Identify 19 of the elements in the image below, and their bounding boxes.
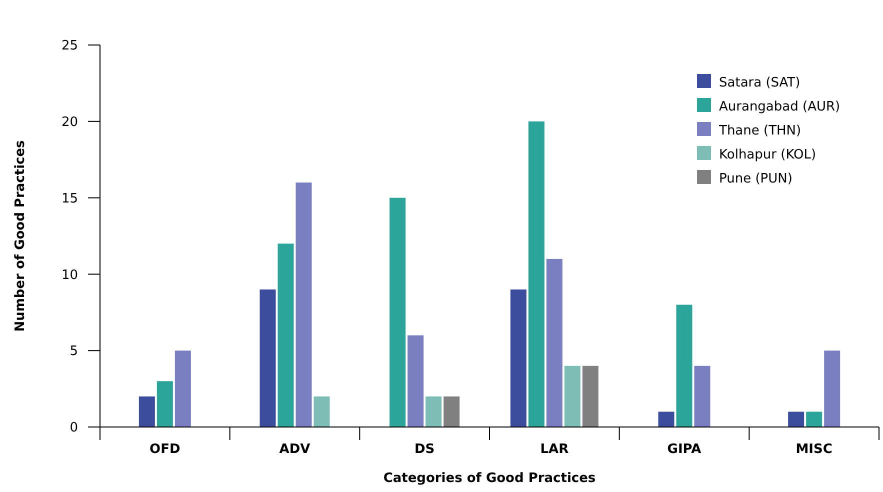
legend-label: Satara (SAT) — [719, 76, 800, 91]
y-tick-label: 5 — [70, 344, 78, 360]
legend-label: Thane (THN) — [718, 124, 802, 139]
y-axis-title: Number of Good Practices — [13, 140, 28, 332]
x-tick-label: DS — [414, 442, 435, 457]
legend-label: Kolhapur (KOL) — [719, 148, 816, 163]
legend-label: Aurangabad (AUR) — [719, 100, 840, 115]
y-tick-label: 20 — [61, 114, 78, 130]
x-tick-label: GIPA — [667, 442, 702, 457]
legend-label: Pune (PUN) — [719, 172, 792, 187]
x-tick-label: LAR — [540, 442, 569, 457]
x-axis-title: Categories of Good Practices — [383, 471, 596, 486]
x-tick-label: OFD — [150, 442, 180, 457]
y-tick-label: 15 — [61, 191, 78, 206]
x-tick-label: ADV — [279, 442, 310, 457]
y-tick-label: 25 — [61, 38, 78, 54]
y-tick-label: 0 — [70, 420, 78, 436]
x-tick-label: MISC — [796, 442, 832, 457]
y-tick-label: 10 — [61, 268, 78, 283]
